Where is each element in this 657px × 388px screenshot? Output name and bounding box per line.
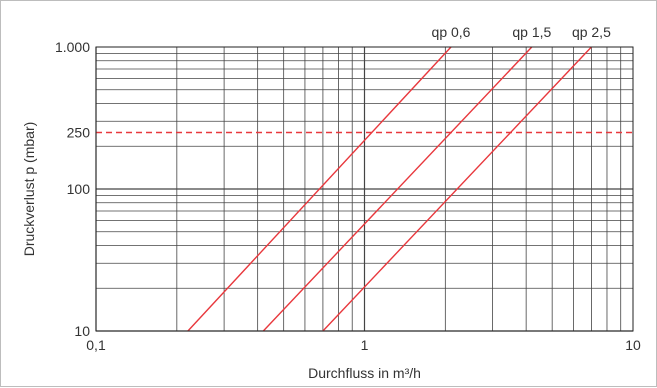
y-tick-label: 10 xyxy=(74,323,90,339)
x-tick-label: 0,1 xyxy=(86,337,106,353)
series-label-1: qp 0,6 xyxy=(432,24,471,40)
series-labels: qp 0,6 qp 1,5 qp 2,5 xyxy=(432,24,612,40)
y-tick-label: 1.000 xyxy=(55,39,90,55)
tick-labels: 0,1 1 10 10 100 250 1.000 xyxy=(55,39,641,353)
x-axis-title: Durchfluss in m³/h xyxy=(308,365,421,381)
series-label-3: qp 2,5 xyxy=(572,24,611,40)
y-axis-title: Druckverlust p (mbar) xyxy=(21,122,37,257)
series-line-3 xyxy=(322,46,592,332)
x-tick-label: 1 xyxy=(361,337,369,353)
y-tick-label: 250 xyxy=(67,124,91,140)
series-line-2 xyxy=(262,46,533,332)
series-label-2: qp 1,5 xyxy=(512,24,551,40)
series-line-1 xyxy=(187,46,452,332)
x-tick-label: 10 xyxy=(625,337,641,353)
series-lines xyxy=(187,46,592,332)
grid xyxy=(95,47,633,332)
y-tick-label: 100 xyxy=(67,181,91,197)
plot-border xyxy=(95,46,634,332)
